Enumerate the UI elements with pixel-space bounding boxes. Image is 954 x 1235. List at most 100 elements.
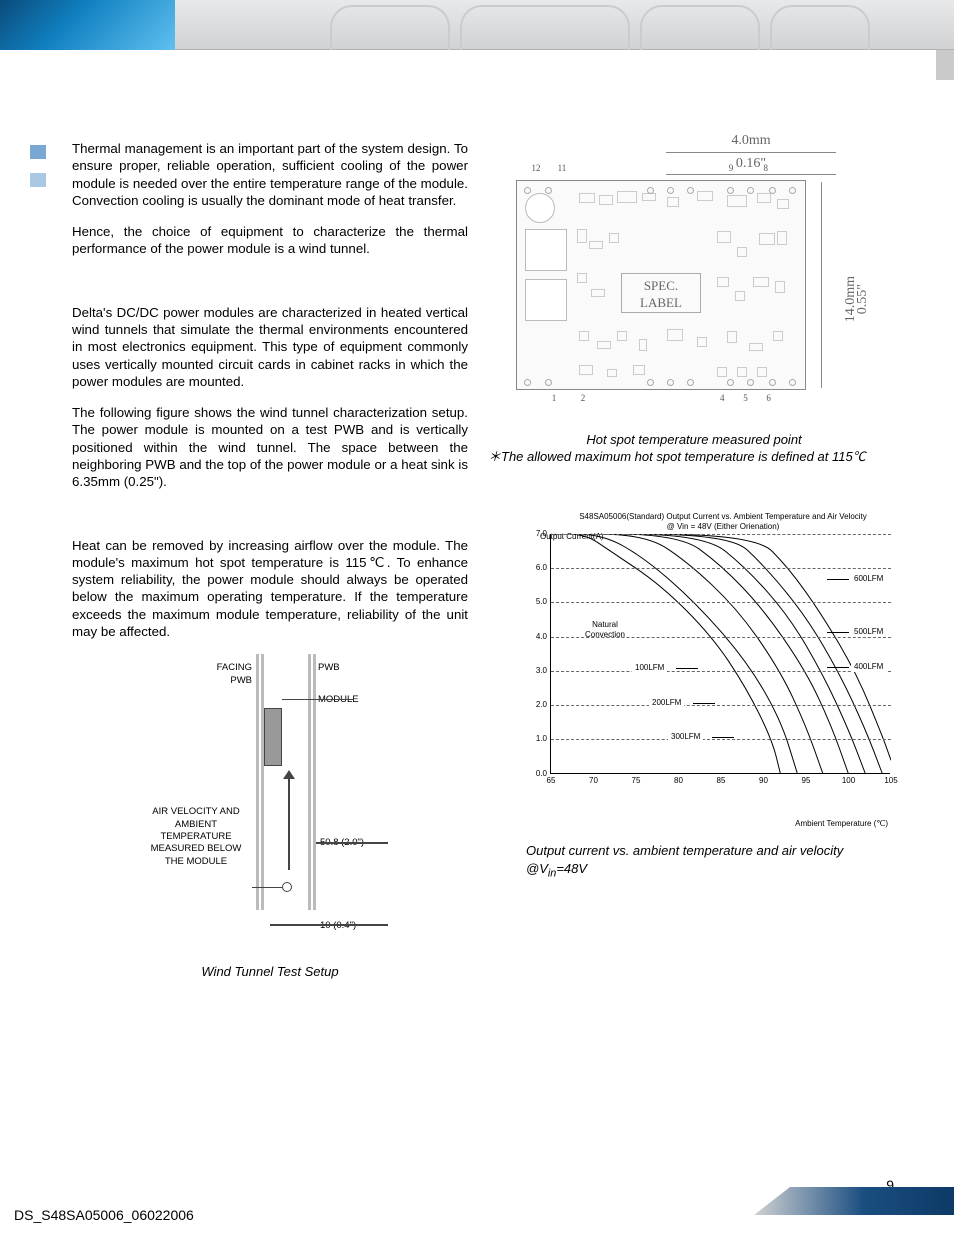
component-icon (735, 291, 745, 301)
pin-hole-icon (687, 187, 694, 194)
sidebar-marks (30, 145, 46, 201)
series-curve (551, 534, 866, 774)
component-icon (757, 193, 771, 203)
caption-line: The allowed maximum hot spot temperature… (501, 449, 866, 464)
leader-line-icon (693, 703, 715, 704)
component-icon (777, 231, 787, 245)
dimension-mm: 4.0mm (666, 132, 836, 150)
pin-hole-icon (727, 187, 734, 194)
series-label: 600LFM (851, 574, 886, 584)
component-icon (773, 331, 783, 341)
chart-xaxis-label: Ambient Temperature (℃) (795, 819, 888, 829)
pcb-layout-diagram: 4.0mm 0.16" 14.0mm 0.55" 891112 12456 SP… (496, 130, 876, 440)
paragraph: Heat can be removed by increasing airflo… (72, 537, 468, 641)
component-icon (753, 277, 769, 287)
gridline (551, 739, 891, 740)
arrow-up-icon (283, 770, 295, 779)
component-icon (577, 229, 587, 243)
pin-hole-icon (667, 379, 674, 386)
component-icon (777, 199, 789, 209)
ytick-label: 6.0 (529, 563, 547, 573)
ytick-label: 3.0 (529, 666, 547, 676)
pin-hole-icon (667, 187, 674, 194)
component-icon (749, 343, 763, 351)
footer-band (754, 1187, 954, 1215)
module-icon (264, 708, 282, 766)
pin-number: 8 (764, 163, 769, 175)
component-icon (609, 233, 619, 243)
header-tab (460, 5, 630, 50)
chart-plot-area: NaturalConvection 0.01.02.03.04.05.06.07… (550, 534, 890, 774)
wind-tunnel-diagram: FACING PWB PWB MODULE 50.8 (2.0") 10 (0.… (140, 654, 400, 954)
component-icon (579, 331, 589, 341)
pin-hole-icon (769, 187, 776, 194)
component-icon (727, 331, 737, 343)
component-icon (717, 277, 729, 287)
pin-hole-icon (789, 379, 796, 386)
pin-hole-icon (524, 379, 531, 386)
component-icon (579, 193, 595, 203)
component-icon (633, 365, 645, 375)
series-curve (551, 534, 883, 774)
component-icon (617, 331, 627, 341)
ytick-label: 0.0 (529, 769, 547, 779)
component-icon (597, 341, 611, 349)
pin-hole-icon (524, 187, 531, 194)
gridline (551, 602, 891, 603)
pin-hole-icon (545, 379, 552, 386)
chart-title-line: S48SA05006(Standard) Output Current vs. … (558, 512, 888, 522)
pin-number: 11 (558, 163, 567, 175)
derating-chart: S48SA05006(Standard) Output Current vs. … (496, 516, 896, 806)
caption-suffix: =48V (556, 861, 587, 876)
xtick-label: 65 (547, 776, 556, 786)
header-tab (770, 5, 870, 50)
pin-hole-icon (647, 379, 654, 386)
pin-hole-icon (687, 379, 694, 386)
component-icon (667, 329, 683, 341)
component-icon (607, 369, 617, 377)
component-icon (579, 365, 593, 375)
component-icon (617, 191, 637, 203)
leader-line-icon (676, 668, 698, 669)
pin-hole-icon (647, 187, 654, 194)
leader-line-icon (827, 632, 849, 633)
chart-title: S48SA05006(Standard) Output Current vs. … (558, 512, 888, 533)
probe-icon (282, 882, 292, 892)
component-icon (775, 281, 785, 293)
xtick-label: 100 (842, 776, 855, 786)
pin-number: 9 (729, 163, 734, 175)
label: MODULE (318, 694, 359, 706)
gridline (551, 568, 891, 569)
component-icon (737, 367, 747, 377)
series-label: 400LFM (851, 662, 886, 672)
label: AIR VELOCITY AND AMBIENT TEMPERATURE MEA… (140, 806, 252, 868)
component-icon (757, 367, 767, 377)
pin-hole-icon (747, 187, 754, 194)
gridline (551, 534, 891, 535)
pcb-board: 891112 12456 SPEC. LABEL (516, 180, 806, 390)
pin-hole-icon (747, 379, 754, 386)
page-header (0, 0, 954, 50)
marker-square-icon (30, 145, 46, 159)
header-tab (640, 5, 760, 50)
figure-caption: Wind Tunnel Test Setup (72, 964, 468, 981)
label: FACING PWB (200, 662, 252, 687)
chip-icon (525, 229, 567, 271)
paragraph: Hence, the choice of equipment to charac… (72, 223, 468, 258)
right-column: 4.0mm 0.16" 14.0mm 0.55" 891112 12456 SP… (496, 140, 892, 981)
component-icon (591, 289, 605, 297)
xtick-label: 85 (717, 776, 726, 786)
content-columns: Thermal management is an important part … (72, 140, 892, 981)
caption-at: @V (526, 861, 548, 876)
dimension-right: 14.0mm 0.55" (830, 230, 886, 360)
component-icon (667, 197, 679, 207)
component-icon (717, 367, 727, 377)
component-icon (639, 339, 647, 351)
component-icon (642, 193, 656, 201)
pin-hole-icon (789, 187, 796, 194)
xtick-label: 90 (759, 776, 768, 786)
ytick-label: 5.0 (529, 597, 547, 607)
dimension-arrow-icon (316, 842, 388, 844)
pin-number: 2 (581, 393, 586, 405)
pin-hole-icon (545, 187, 552, 194)
